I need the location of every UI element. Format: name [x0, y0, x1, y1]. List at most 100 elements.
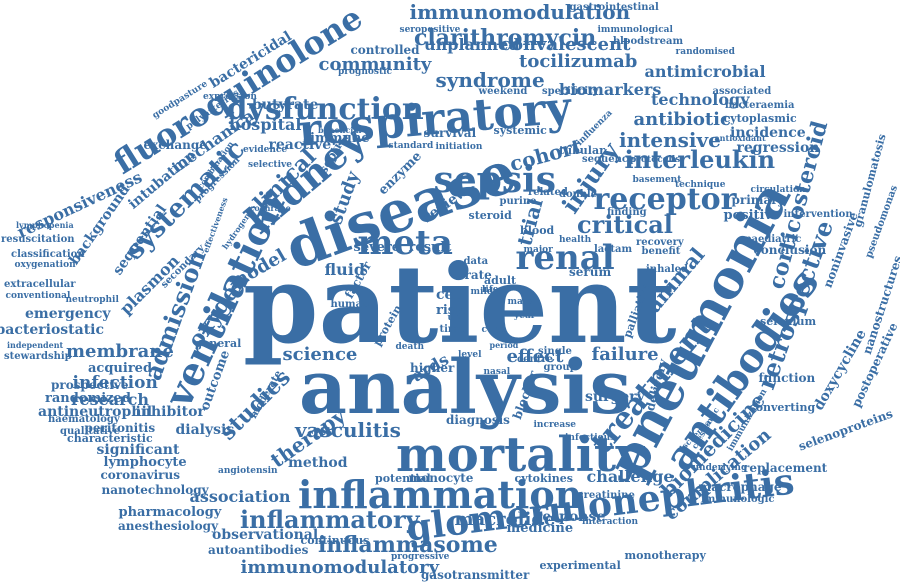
- word-weekend: weekend: [478, 86, 528, 97]
- word-selenium: selenium: [760, 314, 817, 328]
- word-gastrointestinal: gastrointestinal: [569, 2, 659, 13]
- word-underlying: underlying: [692, 462, 748, 473]
- word-immunological: immunological: [597, 24, 673, 35]
- word-association: association: [189, 487, 291, 506]
- word-anesthesiology: anesthesiology: [118, 519, 219, 533]
- word-tocilizumab: tocilizumab: [519, 51, 638, 72]
- word-recovery: recovery: [636, 237, 684, 248]
- word-inhaled: inhaled: [646, 264, 688, 275]
- word-beneficial: beneficial: [318, 125, 362, 135]
- word-lymphocyte: lymphocyte: [103, 454, 187, 470]
- word-randomised: randomised: [675, 46, 735, 57]
- word-immunomodulation: immunomodulation: [409, 0, 631, 24]
- word-sequence: sequence: [582, 154, 635, 165]
- word-fluid: fluid: [324, 260, 366, 279]
- word-qualitative: qualitative: [60, 426, 121, 437]
- word-emergency: emergency: [25, 306, 111, 322]
- word-unplanned: unplanned: [424, 35, 520, 54]
- word-randomized: randomized: [45, 390, 131, 406]
- word-neutrophil: neutrophil: [65, 294, 119, 305]
- word-responsiveness: responsiveness: [14, 167, 145, 242]
- word-renal: renal: [515, 238, 615, 278]
- word-immunomodulatory: immunomodulatory: [240, 557, 440, 578]
- word-lactam: lactam: [594, 244, 633, 255]
- word-severe: severe: [353, 239, 401, 255]
- word-basement: basement: [632, 174, 682, 185]
- word-autoantibodies: autoantibodies: [208, 543, 309, 557]
- word-butyrate: butyrate: [252, 97, 319, 113]
- word-protocells: protocells: [630, 154, 681, 165]
- word-life: life: [482, 284, 499, 295]
- word-selenoproteins: selenoproteins: [796, 406, 895, 454]
- word-conventional: conventional: [5, 290, 71, 301]
- word-mortality: mortality: [396, 427, 644, 483]
- word-benefit: benefit: [641, 246, 681, 257]
- word-converting: converting: [749, 400, 816, 414]
- word-progressive: progressive: [391, 551, 450, 562]
- word-method: method: [288, 455, 348, 471]
- word-intervention: intervention: [783, 209, 853, 220]
- word-group: group: [543, 362, 577, 373]
- word-independent: independent: [7, 340, 64, 350]
- word-replacement: replacement: [743, 461, 828, 475]
- word-cytokines: cytokines: [514, 471, 574, 485]
- word-technology: technology: [651, 90, 750, 109]
- word-incidence: incidence: [730, 125, 806, 141]
- word-purine: purine: [499, 196, 537, 207]
- word-single: single: [538, 346, 572, 357]
- word-initiation: initiation: [435, 141, 483, 152]
- word-meta: meta: [357, 223, 453, 263]
- word-interaction: interaction: [582, 516, 639, 527]
- word-pharmacology: pharmacology: [118, 504, 222, 520]
- word-bacteriostatic: bacteriostatic: [0, 322, 105, 338]
- word-haematology: haematology: [48, 414, 120, 425]
- word-evidence: evidence: [243, 144, 288, 155]
- word-bloodstream: bloodstream: [613, 36, 684, 47]
- word-macrolide: macrolide: [454, 509, 556, 530]
- word-dysfunction: dysfunction: [226, 92, 424, 127]
- word-positive: positive: [723, 207, 781, 223]
- word-data: data: [463, 256, 489, 267]
- word-primary: primary: [731, 193, 785, 207]
- word-classification: classification: [11, 249, 85, 260]
- word-membrane: membrane: [66, 341, 174, 362]
- word-antioxidant: antioxidant: [714, 133, 766, 143]
- word-cochrane: cochrane: [249, 203, 291, 213]
- word-death: death: [395, 341, 425, 352]
- word-acquired: acquired: [88, 360, 153, 376]
- word-time: time: [439, 324, 465, 335]
- word-significant: significant: [96, 442, 180, 458]
- word-year: year: [514, 310, 536, 321]
- word-community: community: [318, 54, 432, 75]
- word-oxygenation: oxygenation: [14, 259, 76, 270]
- word-higher: higher: [410, 361, 455, 375]
- word-selective: selective: [248, 159, 292, 170]
- word-related: related: [528, 187, 568, 198]
- word-patient: patient: [243, 242, 677, 368]
- word-technique: technique: [675, 179, 726, 190]
- word-major: major: [523, 244, 553, 255]
- word-creatinine: creatinine: [577, 490, 635, 501]
- word-inflammasome: inflammasome: [318, 532, 498, 558]
- word-level: level: [458, 349, 482, 360]
- word-characteristic: characteristic: [67, 431, 153, 445]
- word-vasculitis: vasculitis: [295, 418, 401, 442]
- word-monotherapy: monotherapy: [624, 548, 706, 562]
- word-infectious: infectious: [565, 432, 616, 443]
- word-serum: serum: [569, 265, 612, 279]
- word-systemic: systemic: [493, 123, 547, 137]
- word-cell: cell: [436, 287, 465, 303]
- word-period: period: [489, 340, 519, 350]
- word-stewardship: stewardship: [4, 351, 72, 362]
- word-experimental: experimental: [539, 558, 621, 572]
- word-diagnosis: diagnosis: [446, 413, 510, 427]
- word-adult: adult: [484, 273, 517, 287]
- word-exchange: exchange: [143, 138, 207, 152]
- word-macrophage: macrophage: [698, 480, 782, 494]
- word-finding: finding: [607, 207, 647, 218]
- word-peritonitis: peritonitis: [84, 421, 156, 435]
- word-function: function: [758, 371, 816, 385]
- word-result: result: [408, 239, 452, 255]
- word-medicine: medicine: [506, 520, 574, 536]
- word-infection: infection: [72, 372, 158, 393]
